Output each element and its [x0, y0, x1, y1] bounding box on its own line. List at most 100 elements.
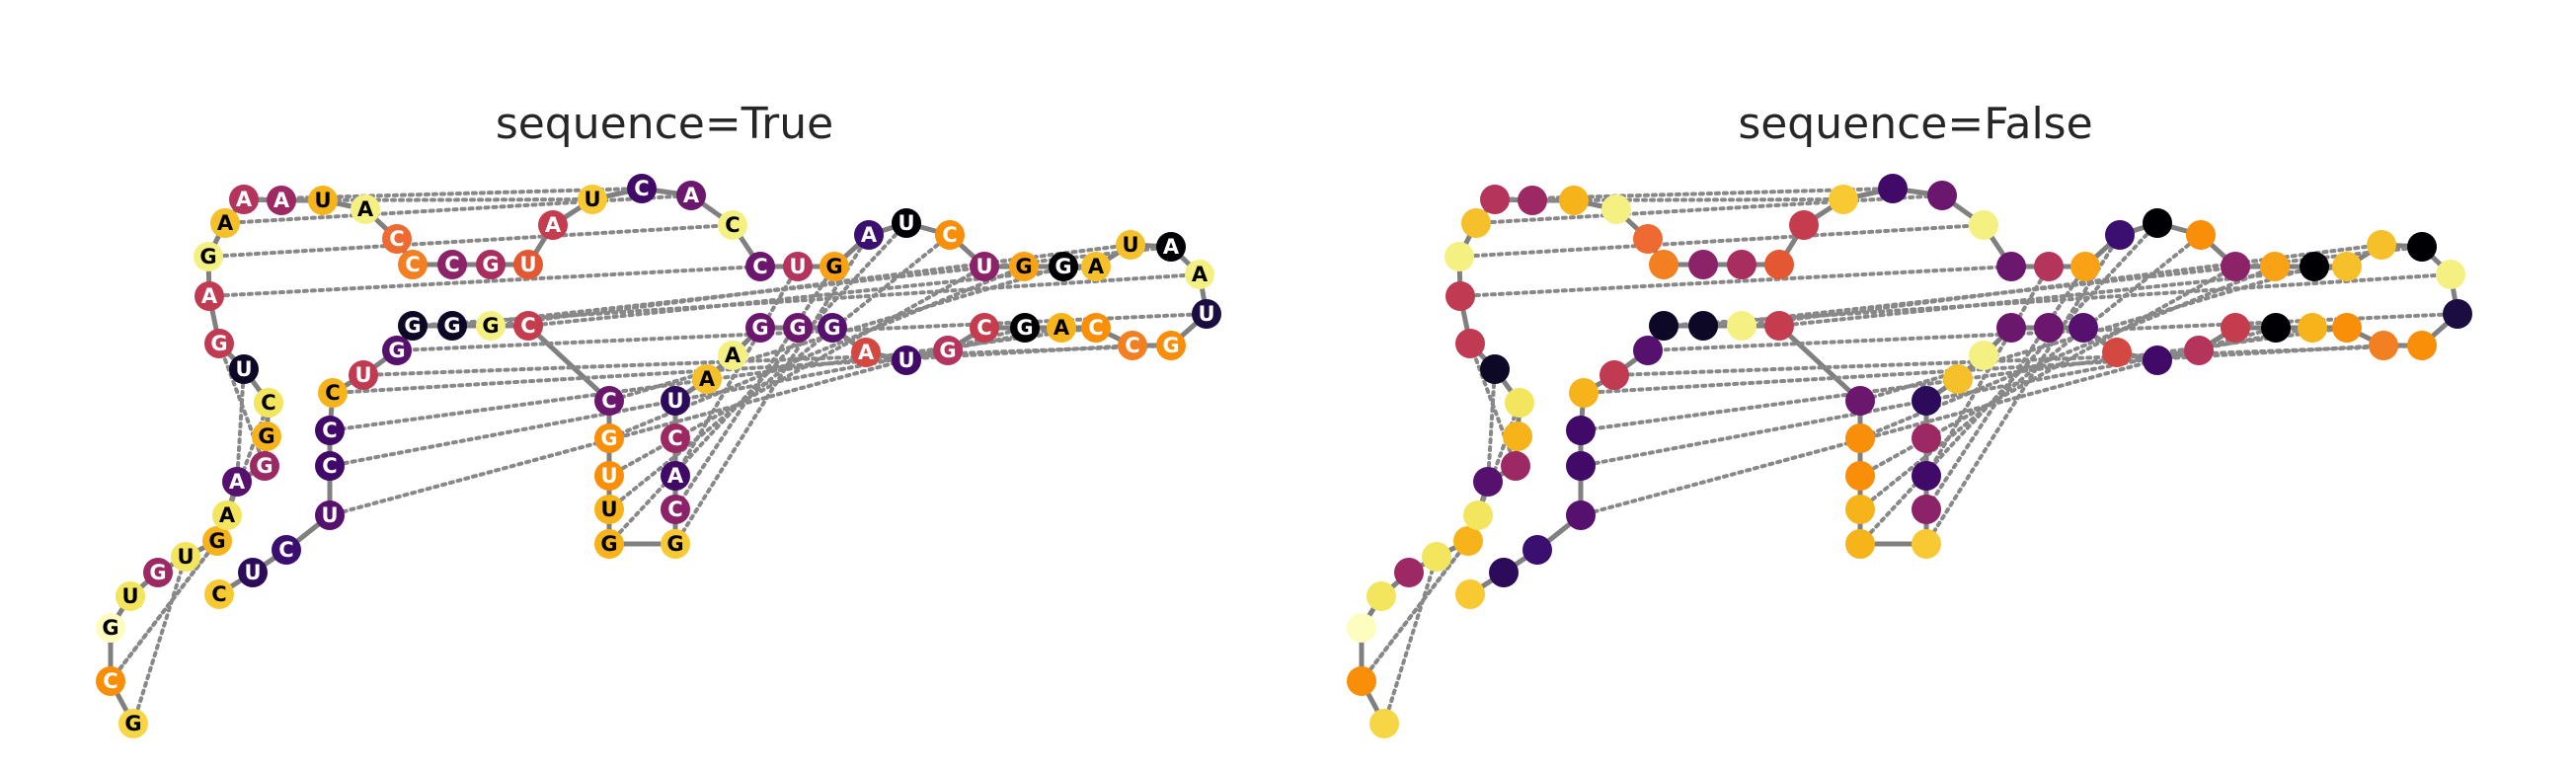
base-pair-line — [1579, 326, 2314, 468]
base-pair-line — [1486, 367, 1497, 484]
nucleotide-label: C — [405, 253, 420, 276]
nucleotide — [1601, 194, 1631, 224]
nucleotide — [96, 666, 125, 696]
nucleotide — [1878, 174, 1908, 203]
base-pair-line — [607, 233, 952, 511]
nucleotide-label: G — [482, 314, 499, 338]
nucleotide-label: A — [683, 184, 700, 207]
nucleotide-label: U — [244, 561, 261, 584]
nucleotide-label: A — [1054, 316, 1070, 340]
nucleotide-label: A — [699, 367, 716, 391]
nucleotide — [315, 416, 345, 445]
nucleotide — [1912, 461, 1941, 491]
nucleotide — [1503, 422, 1532, 451]
nucleotide — [1049, 252, 1078, 281]
nucleotide-label: G — [939, 339, 956, 362]
nucleotide — [594, 423, 624, 453]
base-pair-line — [1924, 233, 2122, 546]
nucleotide-label: U — [1198, 302, 1214, 326]
nucleotide — [935, 220, 965, 250]
nucleotide-label: A — [858, 341, 875, 364]
nucleotide-label: U — [600, 498, 617, 521]
nucleotide — [676, 181, 706, 210]
nucleotide — [2407, 331, 2437, 360]
nucleotide — [594, 529, 624, 559]
nucleotide — [745, 313, 775, 343]
nucleotide — [1347, 613, 1376, 643]
nucleotide-label: G — [600, 426, 617, 450]
nucleotide — [2436, 260, 2465, 289]
nucleotide-label: G — [149, 561, 166, 584]
nucleotide-label: G — [199, 245, 216, 269]
nucleotide-label: A — [201, 284, 218, 308]
nucleotide-label: C — [634, 177, 649, 200]
nucleotide — [1081, 252, 1111, 281]
nucleotide — [2070, 252, 2100, 281]
nucleotide-label: U — [235, 357, 252, 381]
nucleotide — [783, 313, 813, 343]
nucleotide — [594, 461, 624, 491]
nucleotide — [1566, 500, 1596, 530]
nucleotide — [476, 250, 506, 279]
base-pair-line — [411, 272, 1202, 328]
nucleotide — [718, 210, 747, 240]
nucleotide-label: A — [667, 464, 684, 488]
nucleotide — [1480, 185, 1510, 214]
panel-title-sequence-false: sequence=False — [1738, 99, 2092, 149]
nucleotide — [351, 194, 380, 224]
nucleotide — [1569, 378, 1599, 408]
nucleotide — [1845, 461, 1875, 491]
nucleotide — [1453, 526, 1483, 556]
nucleotide — [382, 336, 412, 365]
nucleotide — [171, 542, 200, 572]
base-pair-line — [526, 265, 1098, 328]
nucleotide-label: A — [229, 470, 246, 494]
nucleotide — [1480, 354, 1510, 384]
nucleotide-label: G — [388, 339, 405, 362]
nucleotide — [1455, 329, 1485, 358]
nucleotide — [692, 364, 722, 394]
nucleotide-label: U — [666, 389, 683, 413]
nucleotide — [627, 174, 657, 203]
nucleotide — [1455, 579, 1485, 609]
nucleotide — [2034, 252, 2064, 281]
nucleotide — [1727, 250, 1756, 279]
nucleotide — [745, 252, 775, 281]
panel-sequence-false: sequence=False — [1347, 99, 2472, 738]
nucleotide — [194, 242, 223, 271]
nucleotide — [1633, 336, 1663, 365]
backbone — [1359, 186, 2460, 726]
nucleotide-label: G — [789, 316, 806, 340]
nucleotide-label: U — [354, 363, 371, 387]
base-pair-line — [223, 193, 693, 225]
nucleotide — [250, 451, 279, 481]
nucleotide — [1688, 311, 1718, 341]
nucleotide — [661, 386, 690, 416]
nucleotide-label: A — [1088, 255, 1105, 278]
nucleotide — [252, 422, 281, 451]
nucleotide — [661, 461, 690, 491]
nucleotide — [2186, 220, 2216, 250]
nucleotide-label: U — [314, 189, 331, 212]
nucleotide-label: A — [545, 213, 562, 237]
nucleotide — [195, 281, 224, 311]
nucleotide — [349, 360, 378, 390]
nucleotide — [222, 467, 252, 497]
nucleotide — [437, 250, 467, 279]
nucleotide-label: A — [273, 189, 290, 212]
nucleotide — [513, 311, 543, 341]
nucleotide-label: C — [278, 538, 293, 562]
nucleotide — [1010, 313, 1040, 343]
base-pair-line — [673, 233, 871, 546]
nucleotide-label: G — [1054, 255, 1071, 278]
nucleotide-label: C — [389, 227, 404, 251]
nucleotide — [1829, 185, 1858, 214]
nucleotide — [2261, 313, 2291, 343]
nucleotide-label: G — [823, 316, 840, 340]
nucleotide-label: C — [211, 582, 226, 606]
nucleotide — [1461, 208, 1491, 238]
nucleotide — [2105, 220, 2135, 250]
nucleotide — [318, 378, 348, 408]
nucleotide — [513, 250, 543, 279]
base-pair-line — [225, 401, 271, 517]
